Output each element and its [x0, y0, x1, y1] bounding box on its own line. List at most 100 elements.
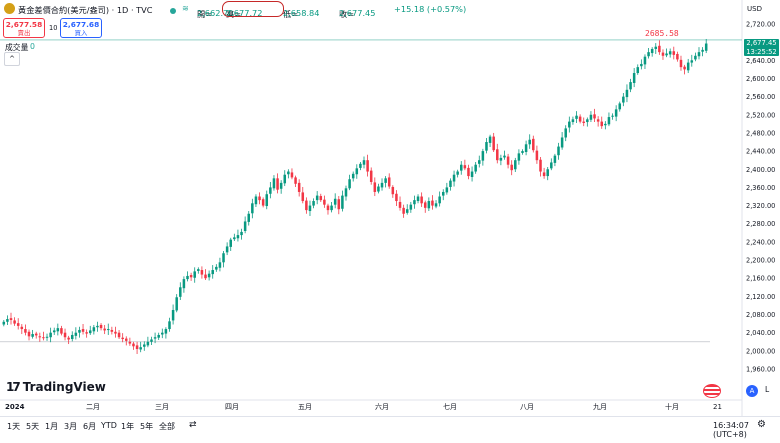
candle-body [179, 287, 182, 297]
candle-body [402, 207, 405, 214]
buy-button[interactable]: 2,677.68 買入 [60, 18, 102, 38]
range-5d[interactable]: 5天 [26, 422, 40, 431]
clock-timezone[interactable]: 16:34:07 (UTC+8) [713, 421, 749, 439]
candle-body [139, 347, 142, 350]
candle-body [52, 330, 56, 333]
candle-body [247, 213, 251, 222]
candle-body [445, 187, 449, 193]
candle-body [197, 269, 200, 271]
candle-body [438, 196, 441, 204]
y-tick-label: 2,320.00 [746, 202, 775, 210]
candle-body [604, 123, 607, 126]
candle-body [63, 332, 67, 338]
candle-body [384, 178, 387, 183]
range-6m[interactable]: 6月 [83, 422, 97, 431]
candle-body [704, 43, 708, 51]
candle-body [517, 153, 521, 161]
candle-body [686, 62, 690, 71]
candle-body [413, 200, 416, 205]
collapse-legend-button[interactable]: ^ [4, 52, 20, 66]
candle-body [175, 297, 178, 311]
candle-body [103, 328, 106, 331]
candle-body [503, 155, 506, 158]
candle-body [369, 170, 373, 182]
candle-body [654, 46, 658, 49]
x-tick-label: 七月 [443, 402, 457, 411]
candle-body [514, 160, 517, 170]
low-value: 2,658.84 [283, 8, 320, 18]
wave-icon[interactable]: ≋ [182, 3, 189, 13]
x-tick-label: 五月 [298, 403, 312, 411]
log-scale-button[interactable]: L [765, 385, 770, 394]
candle-body [405, 209, 409, 213]
candle-body [676, 53, 679, 60]
candle-body [542, 172, 546, 177]
x-tick-label: 八月 [520, 403, 534, 411]
candle-body [9, 318, 13, 320]
high-label: 高= [226, 9, 242, 19]
range-ytd[interactable]: YTD [101, 421, 117, 430]
volume-label[interactable]: 成交量 [5, 43, 29, 52]
range-1d[interactable]: 1天 [7, 422, 21, 431]
settings-gear-icon[interactable]: ⚙ [757, 419, 766, 430]
x-tick-label: 21 [713, 403, 722, 411]
candle-body [110, 329, 114, 332]
low-label: 低= [283, 9, 299, 19]
y-tick-label: 2,000.00 [746, 347, 775, 355]
high-value: 2,677.72 [226, 8, 263, 18]
candle-body [582, 121, 585, 123]
range-1m[interactable]: 1月 [45, 422, 59, 431]
candle-body [535, 150, 539, 161]
range-1y[interactable]: 1年 [121, 422, 135, 431]
candle-body [171, 309, 175, 321]
us-flag-icon[interactable] [703, 384, 721, 398]
y-tick-label: 2,440.00 [746, 148, 775, 156]
buy-label: 買入 [74, 29, 88, 37]
candle-body [553, 155, 557, 163]
candle-body [315, 195, 319, 201]
candle-body [38, 336, 42, 338]
candle-body [49, 332, 52, 338]
candle-body [348, 179, 351, 189]
candle-body [265, 194, 269, 207]
candle-body [510, 164, 513, 171]
candle-body [600, 121, 604, 127]
range-all[interactable]: 全部 [159, 422, 175, 431]
candle-body [373, 182, 377, 192]
candle-body [67, 337, 70, 340]
compare-range-icon[interactable]: ⇄ [189, 420, 197, 430]
candle-body [586, 119, 589, 123]
candle-body [276, 178, 279, 190]
range-3m[interactable]: 3月 [64, 422, 78, 431]
candle-body [420, 196, 423, 204]
currency-label[interactable]: USD [747, 5, 762, 13]
candle-body [434, 203, 438, 207]
candle-body [243, 221, 247, 231]
candle-body [24, 329, 27, 333]
candle-body [128, 341, 132, 344]
candle-body [297, 182, 301, 192]
candle-body [593, 114, 596, 119]
candle-body [193, 271, 196, 278]
candle-body [441, 191, 445, 196]
candle-body [132, 343, 135, 347]
tradingview-logo[interactable]: 17 TradingView [6, 380, 106, 394]
candle-body [423, 202, 427, 208]
symbol-header: 黃金差價合約(美元/盎司) · 1D · TVC ≋ 開= 2,662.70 高=… [0, 0, 742, 19]
y-tick-label: 2,480.00 [746, 129, 775, 137]
candle-body [622, 96, 625, 103]
candle-body [398, 201, 402, 208]
sell-button[interactable]: 2,677.58 賣出 [3, 18, 45, 38]
range-5y[interactable]: 5年 [140, 422, 154, 431]
candle-body [478, 160, 481, 164]
auto-scale-button[interactable]: A [746, 385, 758, 397]
candle-body [125, 338, 128, 341]
candle-body [143, 344, 146, 347]
candle-body [330, 205, 333, 211]
y-tick-label: 2,600.00 [746, 75, 775, 83]
sell-label: 賣出 [17, 29, 31, 37]
symbol-title[interactable]: 黃金差價合約(美元/盎司) · 1D · TVC [18, 5, 153, 15]
candle-body [272, 178, 276, 189]
